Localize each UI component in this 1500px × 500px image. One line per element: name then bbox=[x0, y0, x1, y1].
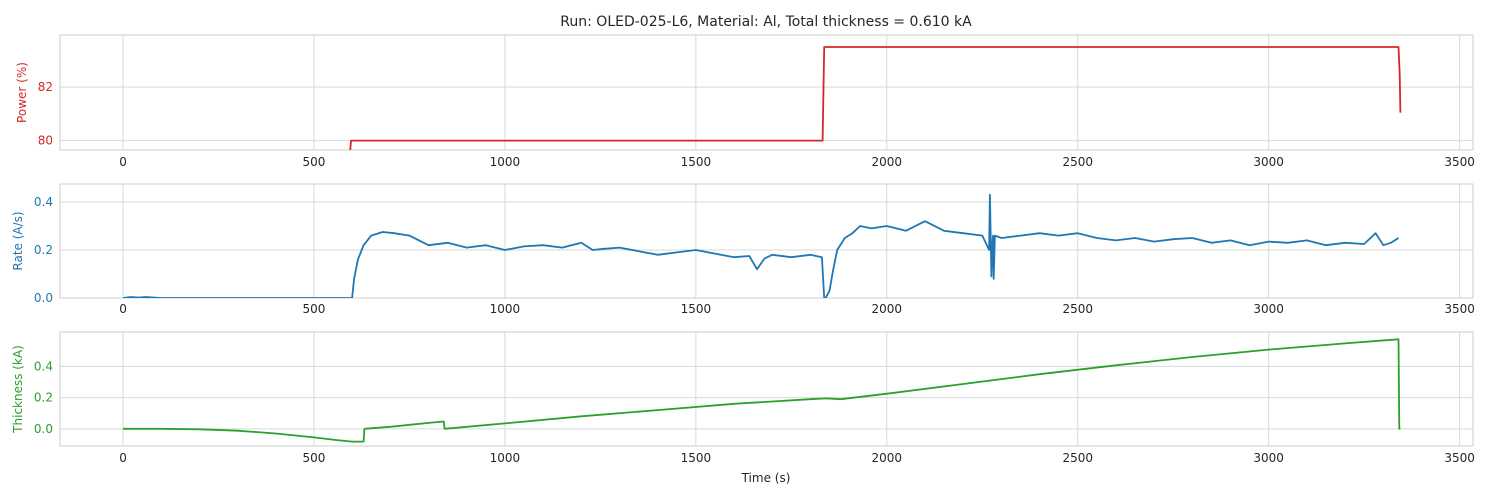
x-tick-label: 2000 bbox=[872, 451, 903, 465]
x-tick-label: 3500 bbox=[1444, 451, 1475, 465]
panel-2: 0 500 1000 1500 2000 2500 3000 3500 0.0 0.2 0.4 Rat… bbox=[11, 183, 1475, 316]
x-tick-label: 2000 bbox=[872, 155, 903, 169]
x-tick-label: 1000 bbox=[490, 302, 521, 316]
y-tick-label: 0.2 bbox=[34, 243, 53, 257]
x-tick-label: 500 bbox=[303, 451, 326, 465]
y-tick-label: 0.4 bbox=[34, 195, 53, 209]
x-tick-label: 500 bbox=[303, 155, 326, 169]
y-tick-label: 0.0 bbox=[34, 422, 53, 436]
x-tick-label: 1000 bbox=[490, 155, 521, 169]
x-tick-label: 2500 bbox=[1062, 451, 1093, 465]
x-tick-label: 3000 bbox=[1253, 302, 1284, 316]
x-tick-label: 0 bbox=[119, 451, 127, 465]
x-axis-label: Time (s) bbox=[741, 471, 791, 485]
x-tick-label: 1500 bbox=[681, 302, 712, 316]
panel-1: 0 500 1000 1500 2000 2500 3000 3500 80 82 Power (%… bbox=[15, 34, 1475, 169]
x-tick-label: 3500 bbox=[1444, 302, 1475, 316]
series-line bbox=[123, 338, 1401, 443]
x-tick-label: 1000 bbox=[490, 451, 521, 465]
x-tick-label: 1500 bbox=[681, 155, 712, 169]
x-tick-label: 2000 bbox=[872, 302, 903, 316]
x-tick-label: 2500 bbox=[1062, 155, 1093, 169]
chart-title: Run: OLED-025-L6, Material: Al, Total th… bbox=[560, 14, 972, 30]
x-tick-label: 2500 bbox=[1062, 302, 1093, 316]
panel-3: 0 500 1000 1500 2000 2500 3000 3500 0.0 0.2 0.4 Thi… bbox=[11, 331, 1475, 465]
y-axis-label: Rate (A/s) bbox=[11, 211, 25, 270]
plot-frame bbox=[59, 331, 1474, 447]
y-tick-label: 0.0 bbox=[34, 291, 53, 305]
x-tick-label: 3000 bbox=[1253, 451, 1284, 465]
x-tick-label: 3500 bbox=[1444, 155, 1475, 169]
x-tick-label: 1500 bbox=[681, 451, 712, 465]
y-tick-label: 80 bbox=[38, 134, 53, 148]
plot-frame bbox=[59, 34, 1474, 151]
series-line bbox=[122, 193, 1399, 298]
x-tick-label: 0 bbox=[119, 155, 127, 169]
y-axis-label: Power (%) bbox=[15, 62, 29, 123]
x-tick-label: 500 bbox=[303, 302, 326, 316]
y-tick-label: 0.2 bbox=[34, 391, 53, 405]
plot-frame bbox=[59, 183, 1474, 299]
x-tick-label: 3000 bbox=[1253, 155, 1284, 169]
y-tick-label: 82 bbox=[38, 80, 53, 94]
y-tick-label: 0.4 bbox=[34, 359, 53, 373]
x-tick-label: 0 bbox=[119, 302, 127, 316]
series-line bbox=[349, 46, 1402, 150]
y-axis-label: Thickness (kA) bbox=[11, 345, 25, 434]
